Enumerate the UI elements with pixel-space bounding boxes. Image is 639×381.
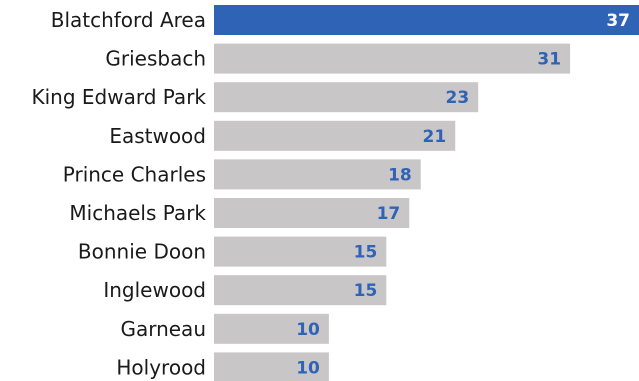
value-label: 15 <box>354 243 378 263</box>
value-labels-group: 37 31 23 21 18 17 15 15 10 10 <box>296 11 630 378</box>
bar-inglewood <box>214 275 387 306</box>
category-labels-group: Blatchford Area Griesbach King Edward Park… <box>32 8 207 379</box>
bars-group <box>214 5 639 381</box>
category-label: King Edward Park <box>32 85 207 109</box>
value-label: 10 <box>296 320 320 340</box>
value-label: 10 <box>296 358 320 378</box>
category-label: Eastwood <box>109 124 206 148</box>
category-label: Michaels Park <box>69 201 206 225</box>
bar-prince-charles <box>214 159 421 190</box>
value-label: 37 <box>606 11 630 31</box>
category-label: Prince Charles <box>63 162 206 186</box>
category-label: Griesbach <box>105 47 206 71</box>
category-label: Bonnie Doon <box>78 240 206 264</box>
bar-michaels-park <box>214 198 410 228</box>
value-label: 23 <box>446 88 470 108</box>
value-label: 17 <box>377 204 401 224</box>
value-label: 15 <box>354 281 378 301</box>
bar-king-edward-park <box>214 82 479 113</box>
bar-garneau <box>214 313 329 344</box>
category-label: Blatchford Area <box>51 8 206 32</box>
bar-blatchford-area <box>214 5 639 35</box>
bar-bonnie-doon <box>214 236 387 267</box>
category-label: Holyrood <box>116 355 206 379</box>
bar-holyrood <box>214 352 329 381</box>
value-label: 18 <box>388 165 412 185</box>
bar-griesbach <box>214 43 571 74</box>
category-label: Garneau <box>120 317 206 341</box>
bar-eastwood <box>214 120 456 151</box>
category-label: Inglewood <box>103 278 206 302</box>
value-label: 31 <box>537 50 561 70</box>
value-label: 21 <box>423 127 447 147</box>
